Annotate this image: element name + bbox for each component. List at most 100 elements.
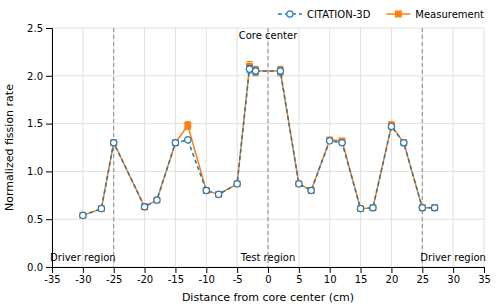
marker <box>401 140 407 146</box>
marker <box>111 140 117 146</box>
grid-line <box>268 28 269 267</box>
tick: 1.0 <box>27 166 52 177</box>
error-bar <box>253 66 259 76</box>
series-line <box>83 69 435 215</box>
legend-swatch <box>396 11 402 17</box>
marker <box>327 138 333 144</box>
error-bar <box>246 65 252 73</box>
chart-container: -35-30-25-20-15-10-5051015202530350.00.5… <box>0 0 500 307</box>
tick: -35 <box>44 267 60 285</box>
tick-mark <box>46 28 52 29</box>
tick: 0.0 <box>27 262 52 273</box>
y-axis-title: Normalized fission rate <box>3 84 16 211</box>
marker <box>357 205 363 211</box>
grid-line <box>298 28 299 267</box>
tick: 25 <box>416 267 429 285</box>
tick: 10 <box>324 267 337 285</box>
grid <box>52 28 484 267</box>
marker <box>142 204 148 210</box>
tick-mark <box>453 267 454 273</box>
tick-mark <box>268 267 269 273</box>
grid-line <box>82 28 83 267</box>
marker <box>370 205 376 211</box>
marker <box>431 205 437 211</box>
tick-mark <box>422 267 423 273</box>
x-axis-title: Distance from core center (cm) <box>182 291 354 304</box>
grid-line <box>144 28 145 267</box>
marker <box>432 205 438 211</box>
marker <box>154 197 160 203</box>
tick-label: 2.5 <box>27 23 43 34</box>
annotations: Driver regionTest regionDriver regionCor… <box>50 30 486 263</box>
annotation: Test region <box>240 252 296 263</box>
grid-line <box>422 28 423 267</box>
series <box>80 61 438 218</box>
tick-mark <box>46 267 52 268</box>
tick-label: 0.5 <box>27 214 43 225</box>
tick: 0.5 <box>27 214 52 225</box>
tick-label: 25 <box>416 274 429 285</box>
tick-label: -25 <box>106 274 122 285</box>
tick-mark <box>237 267 238 273</box>
marker <box>370 205 376 211</box>
tick-mark <box>46 171 52 172</box>
tick-label: -35 <box>44 274 60 285</box>
tick-mark <box>484 267 485 273</box>
legend-entry: Measurement <box>386 9 484 20</box>
error-bar <box>277 66 283 76</box>
tick-mark <box>83 267 84 273</box>
error-bar <box>277 67 283 75</box>
plot: -35-30-25-20-15-10-5051015202530350.00.5… <box>27 23 491 285</box>
tick: -5 <box>233 267 243 285</box>
tick: -25 <box>106 267 122 285</box>
tick-mark <box>114 267 115 273</box>
marker <box>419 205 425 211</box>
marker <box>308 187 314 193</box>
tick: -10 <box>199 267 215 285</box>
marker <box>419 205 425 211</box>
y-axis: 0.00.51.01.52.02.5 <box>27 23 52 273</box>
marker <box>308 188 314 194</box>
marker <box>111 140 117 146</box>
marker <box>278 68 284 74</box>
marker <box>246 66 252 72</box>
marker <box>252 68 258 74</box>
tick-mark <box>175 267 176 273</box>
marker <box>215 191 221 197</box>
tick: 15 <box>355 267 368 285</box>
marker <box>99 206 105 212</box>
legend-label: Measurement <box>415 9 484 20</box>
tick-label: -15 <box>168 274 184 285</box>
tick-mark <box>299 267 300 273</box>
marker <box>253 68 259 74</box>
tick-label: 2.0 <box>27 71 43 82</box>
legend-label: CITATION-3D <box>307 9 371 20</box>
marker <box>98 205 104 211</box>
axis-line <box>53 268 485 274</box>
tick-label: 0.0 <box>27 262 43 273</box>
marker <box>277 68 283 74</box>
marker <box>339 140 345 146</box>
reference-line <box>268 28 269 267</box>
marker <box>358 206 364 212</box>
chart: -35-30-25-20-15-10-5051015202530350.00.5… <box>0 0 500 307</box>
error-bar <box>185 122 191 130</box>
marker <box>154 197 160 203</box>
marker <box>173 140 179 146</box>
grid-line <box>206 28 207 267</box>
marker <box>388 123 394 129</box>
error-bar <box>388 122 394 130</box>
annotation: Driver region <box>420 252 486 263</box>
legend-entry: CITATION-3D <box>278 9 371 20</box>
series <box>80 65 438 218</box>
tick-mark <box>46 219 52 220</box>
tick: 35 <box>478 267 491 285</box>
tick-label: 15 <box>355 274 368 285</box>
tick: -15 <box>168 267 184 285</box>
marker <box>80 213 86 219</box>
tick: -30 <box>75 267 91 285</box>
tick-mark <box>145 267 146 273</box>
marker <box>185 137 191 143</box>
tick-mark <box>46 76 52 77</box>
grid-line <box>360 28 361 267</box>
